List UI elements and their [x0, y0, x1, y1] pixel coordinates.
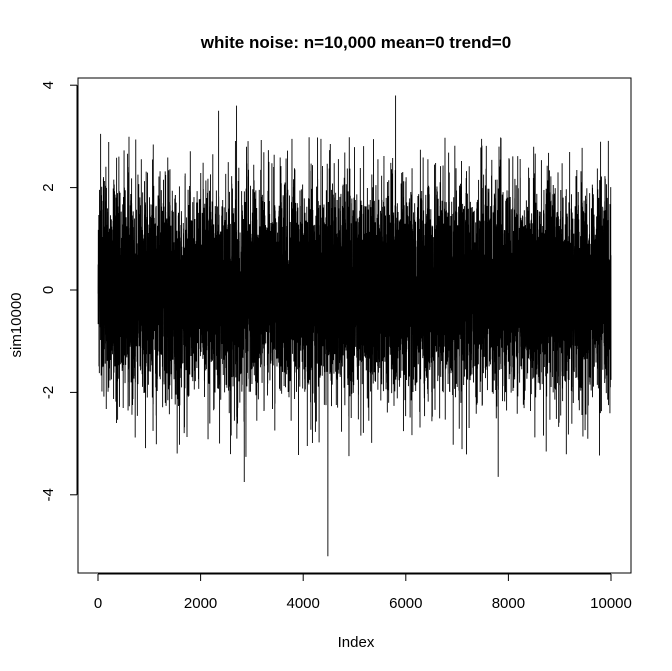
x-tick-label: 0 — [94, 595, 102, 612]
series-sim10000 — [97, 95, 612, 557]
x-tick-label: 10000 — [590, 595, 632, 612]
x-axis: 0 2000 4000 6000 8000 10000 — [94, 573, 632, 612]
x-tick-label: 6000 — [389, 595, 422, 612]
y-tick-label: -4 — [40, 488, 57, 501]
series-line — [97, 95, 612, 557]
x-tick-label: 4000 — [287, 595, 320, 612]
y-tick-label: 2 — [40, 183, 57, 191]
y-tick-label: 0 — [40, 286, 57, 294]
x-tick-label: 2000 — [184, 595, 217, 612]
chart-title: white noise: n=10,000 mean=0 trend=0 — [200, 33, 511, 52]
y-axis: -4 -2 0 2 4 — [40, 81, 78, 501]
y-tick-label: -2 — [40, 386, 57, 399]
x-tick-label: 8000 — [492, 595, 525, 612]
y-axis-label: sim10000 — [8, 292, 25, 357]
plot-frame — [77, 77, 632, 574]
x-axis-label: Index — [338, 634, 375, 651]
y-tick-label: 4 — [40, 81, 57, 89]
